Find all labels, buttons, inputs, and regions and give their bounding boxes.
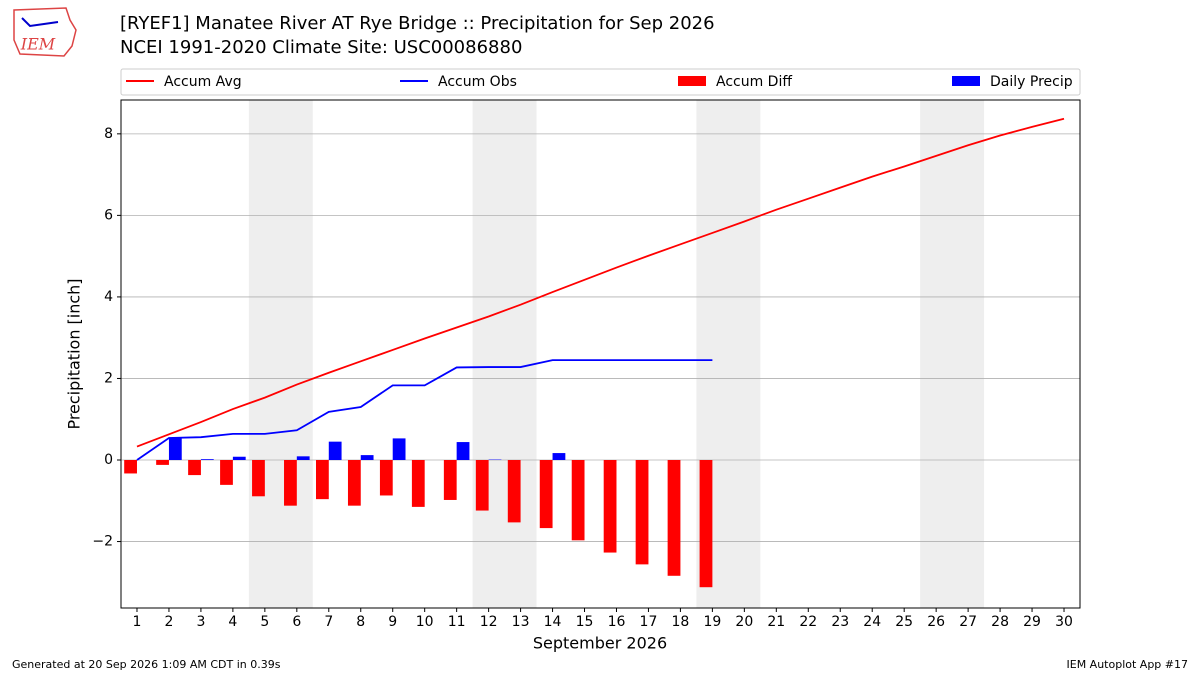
bar: [252, 460, 265, 497]
weekend-shade: [920, 100, 985, 608]
bar: [635, 460, 649, 565]
x-tick-label: 10: [416, 614, 434, 630]
x-axis-label: September 2026: [533, 634, 667, 653]
logo-outline: [13, 7, 77, 57]
x-tick-label: 12: [480, 614, 498, 630]
bar: [507, 460, 521, 523]
bar: [156, 460, 169, 465]
x-tick-label: 6: [292, 614, 301, 630]
x-tick-label: 5: [260, 614, 269, 630]
x-tick-label: 25: [895, 614, 913, 630]
logo-icon: [21, 17, 59, 28]
y-tick-label: 0: [104, 452, 113, 468]
bar: [539, 460, 553, 529]
bar: [315, 460, 329, 500]
weekend-shade: [248, 100, 313, 608]
logo-text: IEM: [20, 35, 56, 54]
x-tick-label: 17: [640, 614, 658, 630]
line: [136, 117, 1065, 448]
legend-swatch: [678, 76, 706, 86]
bar: [552, 453, 566, 461]
x-tick-label: 18: [672, 614, 690, 630]
logo: IEM: [13, 7, 77, 57]
y-tick-label: 6: [104, 207, 113, 223]
y-tick-label: 4: [104, 289, 113, 305]
legend-box: [120, 68, 1081, 96]
bar: [232, 456, 246, 461]
bar: [603, 460, 617, 553]
footer-left: Generated at 20 Sep 2026 1:09 AM CDT in …: [12, 658, 281, 671]
y-tick-label: −2: [92, 534, 113, 550]
x-tick-label: 3: [196, 614, 205, 630]
legend-label: Accum Obs: [438, 74, 517, 90]
x-tick-label: 28: [991, 614, 1009, 630]
bar: [475, 460, 489, 511]
bar: [200, 459, 214, 461]
bar: [571, 460, 585, 541]
x-tick-label: 11: [448, 614, 466, 630]
x-tick-label: 21: [767, 614, 785, 630]
x-tick-label: 19: [703, 614, 721, 630]
x-tick-label: 14: [544, 614, 562, 630]
chart-subtitle: NCEI 1991-2020 Climate Site: USC00086880: [120, 37, 522, 58]
bar: [392, 438, 406, 461]
footer-right: IEM Autoplot App #17: [1067, 658, 1189, 671]
bar: [379, 460, 393, 496]
bar: [667, 460, 681, 576]
bar: [699, 460, 713, 588]
bar: [168, 437, 182, 461]
bar: [411, 460, 425, 507]
x-tick-label: 23: [831, 614, 849, 630]
bar: [296, 456, 310, 461]
y-axis-label: Precipitation [inch]: [65, 278, 84, 429]
x-tick-label: 7: [324, 614, 333, 630]
x-tick-label: 20: [735, 614, 753, 630]
bar: [443, 460, 457, 500]
bar: [284, 460, 297, 506]
line: [136, 359, 713, 461]
legend-label: Accum Avg: [164, 74, 242, 90]
x-tick-label: 16: [608, 614, 626, 630]
legend-label: Accum Diff: [716, 74, 792, 90]
x-tick-label: 27: [959, 614, 977, 630]
legend-swatch: [952, 76, 980, 86]
x-tick-label: 1: [133, 614, 142, 630]
x-tick-label: 2: [164, 614, 173, 630]
x-tick-label: 4: [228, 614, 237, 630]
bar: [347, 460, 361, 506]
x-tick-label: 29: [1023, 614, 1041, 630]
bar: [328, 441, 342, 461]
weekend-shade: [472, 100, 537, 608]
bar: [220, 460, 233, 485]
x-tick-label: 30: [1055, 614, 1073, 630]
y-tick-label: 2: [104, 370, 113, 386]
bar: [188, 460, 201, 476]
x-tick-label: 9: [388, 614, 397, 630]
y-tick-label: 8: [104, 126, 113, 142]
x-tick-label: 24: [863, 614, 881, 630]
x-tick-label: 13: [512, 614, 530, 630]
x-tick-label: 8: [356, 614, 365, 630]
plot-frame: [120, 99, 1081, 609]
bar: [456, 442, 470, 461]
x-tick-label: 26: [927, 614, 945, 630]
legend-label: Daily Precip: [990, 74, 1073, 90]
x-tick-label: 22: [799, 614, 817, 630]
x-tick-label: 15: [576, 614, 594, 630]
chart-title: [RYEF1] Manatee River AT Rye Bridge :: P…: [120, 13, 715, 34]
bar: [124, 460, 137, 474]
bar: [360, 455, 374, 461]
